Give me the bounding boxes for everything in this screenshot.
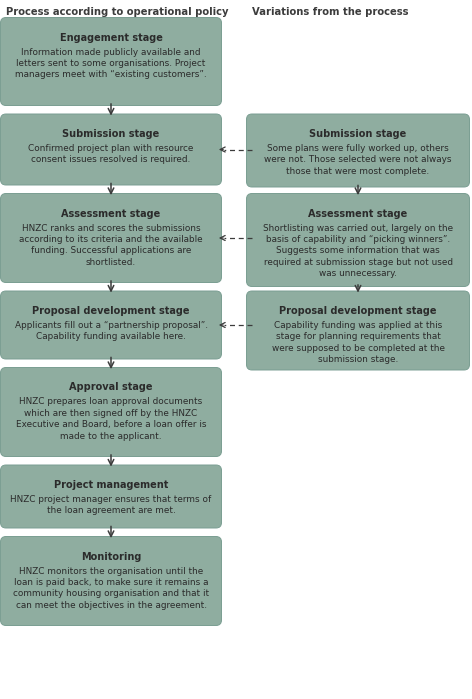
Text: Assessment stage: Assessment stage <box>61 208 160 219</box>
Text: Proposal development stage: Proposal development stage <box>279 306 437 316</box>
Text: Variations from the process: Variations from the process <box>252 7 408 17</box>
Text: Capability funding was applied at this
stage for planning requirements that
were: Capability funding was applied at this s… <box>271 321 445 364</box>
Text: HNZC project manager ensures that terms of
the loan agreement are met.: HNZC project manager ensures that terms … <box>10 495 211 515</box>
Text: Process according to operational policy: Process according to operational policy <box>6 7 228 17</box>
Text: Monitoring: Monitoring <box>81 552 141 561</box>
FancyBboxPatch shape <box>0 465 221 528</box>
FancyBboxPatch shape <box>246 114 470 187</box>
FancyBboxPatch shape <box>0 17 221 106</box>
Text: Confirmed project plan with resource
consent issues resolved is required.: Confirmed project plan with resource con… <box>28 144 194 164</box>
Text: Shortlisting was carried out, largely on the
basis of capability and “picking wi: Shortlisting was carried out, largely on… <box>263 224 453 278</box>
FancyBboxPatch shape <box>0 114 221 185</box>
Text: Proposal development stage: Proposal development stage <box>32 306 190 316</box>
FancyBboxPatch shape <box>0 537 221 626</box>
Text: Some plans were fully worked up, others
were not. Those selected were not always: Some plans were fully worked up, others … <box>264 144 452 176</box>
Text: Submission stage: Submission stage <box>62 129 160 139</box>
Text: Applicants fill out a “partnership proposal”.
Capability funding available here.: Applicants fill out a “partnership propo… <box>15 321 208 341</box>
Text: Information made publicly available and
letters sent to some organisations. Proj: Information made publicly available and … <box>15 48 207 80</box>
Text: HNZC ranks and scores the submissions
according to its criteria and the availabl: HNZC ranks and scores the submissions ac… <box>19 224 203 267</box>
Text: HNZC monitors the organisation until the
loan is paid back, to make sure it rema: HNZC monitors the organisation until the… <box>13 566 209 610</box>
Text: HNZC prepares loan approval documents
which are then signed off by the HNZC
Exec: HNZC prepares loan approval documents wh… <box>16 398 206 441</box>
Text: Project management: Project management <box>54 480 168 490</box>
FancyBboxPatch shape <box>0 291 221 359</box>
Text: Approval stage: Approval stage <box>69 382 153 393</box>
FancyBboxPatch shape <box>246 194 470 287</box>
FancyBboxPatch shape <box>0 368 221 456</box>
FancyBboxPatch shape <box>0 194 221 282</box>
FancyBboxPatch shape <box>246 291 470 370</box>
Text: Engagement stage: Engagement stage <box>59 32 162 43</box>
Text: Submission stage: Submission stage <box>309 129 406 139</box>
Text: Assessment stage: Assessment stage <box>308 208 408 219</box>
